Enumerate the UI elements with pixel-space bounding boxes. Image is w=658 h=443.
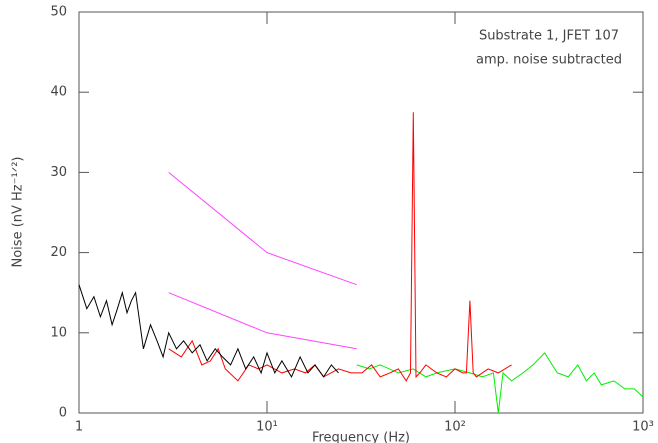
y-tick-label: 10	[50, 325, 67, 340]
y-axis-label: Noise (nV Hz⁻¹ᐟ²)	[11, 157, 26, 268]
x-tick-label: 10²	[444, 420, 466, 435]
y-tick-label: 50	[50, 5, 67, 20]
x-axis-label: Frequency (Hz)	[312, 431, 410, 443]
y-tick-label: 20	[50, 245, 67, 260]
y-tick-label: 30	[50, 165, 67, 180]
x-tick-label: 1	[75, 420, 83, 435]
series-line	[168, 292, 357, 350]
x-tick-label: 10¹	[256, 420, 278, 435]
annotation: amp. noise subtracted	[476, 53, 622, 68]
y-tick-label: 40	[50, 85, 67, 100]
y-tick-label: 0	[59, 406, 67, 421]
series-line	[168, 112, 512, 382]
series-line	[356, 352, 644, 414]
x-tick-label: 10³	[632, 420, 654, 435]
series-line	[168, 172, 357, 286]
series-line	[78, 284, 339, 378]
annotation: Substrate 1, JFET 107	[479, 29, 619, 44]
plot-frame	[78, 11, 644, 414]
